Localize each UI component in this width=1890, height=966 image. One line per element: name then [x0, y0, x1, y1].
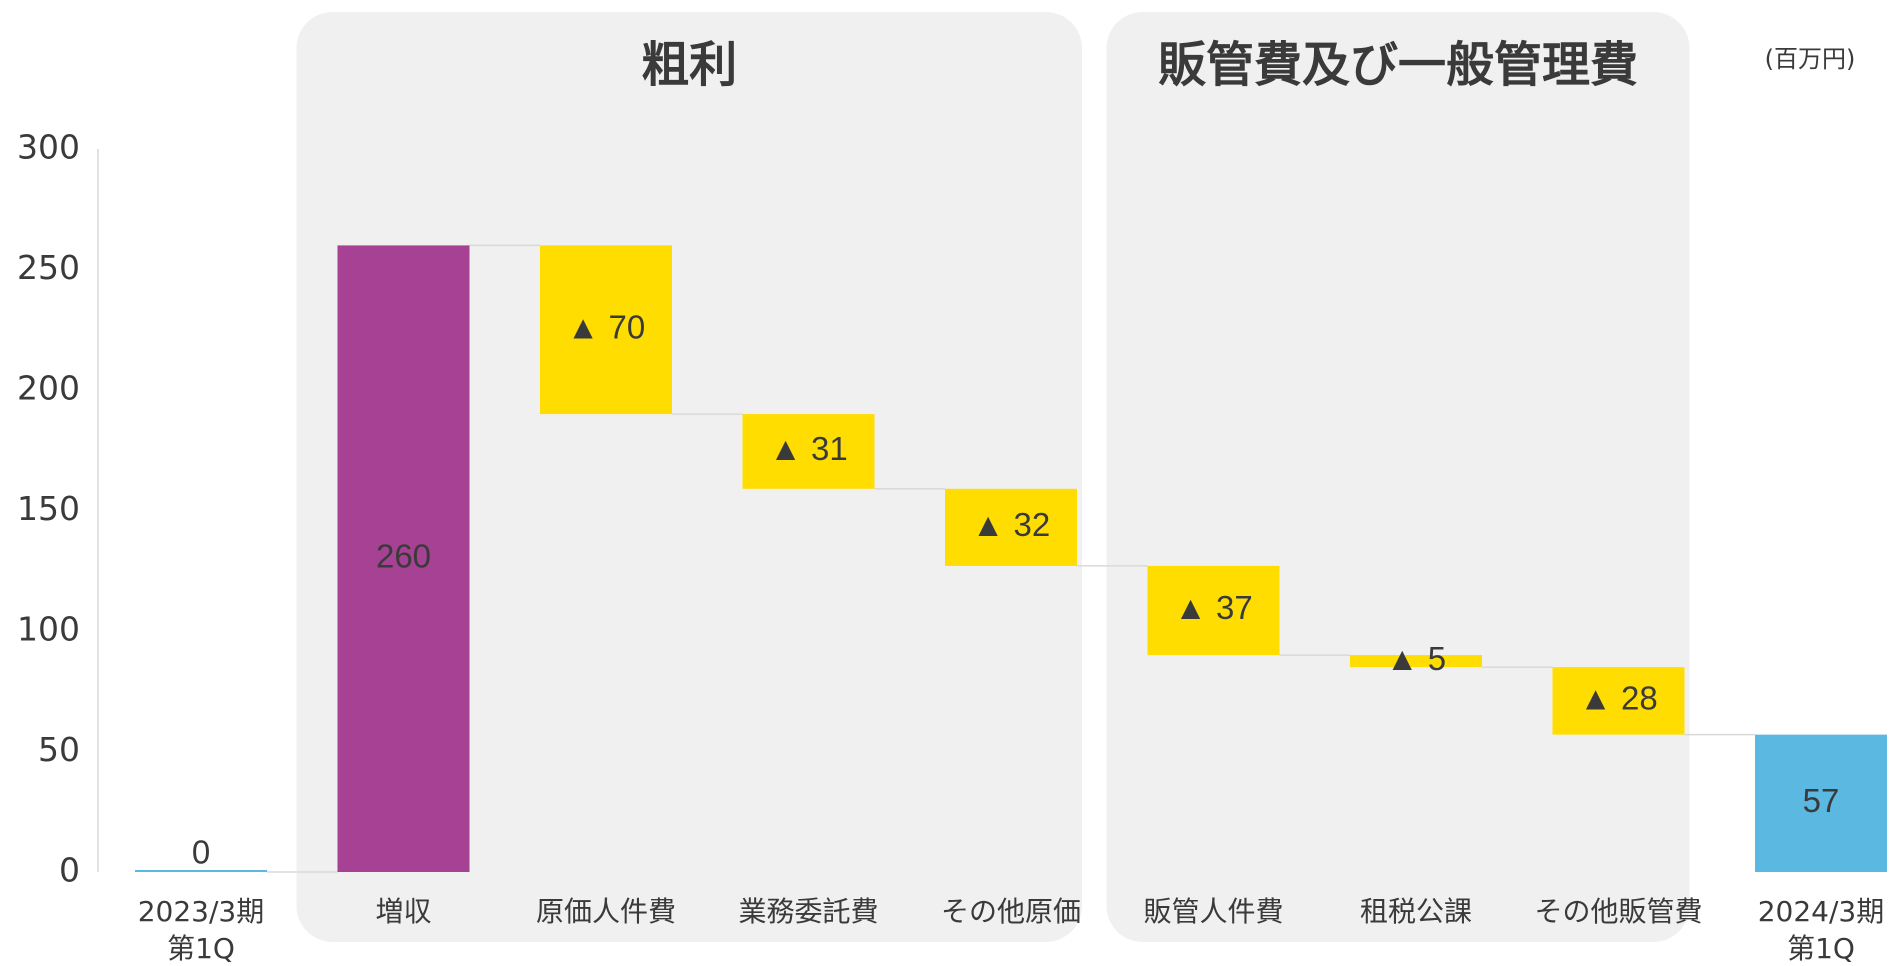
category-label-6: 販管人件費	[1143, 895, 1283, 928]
data-label-2: 260	[376, 537, 431, 574]
category-label-5: その他原価	[941, 895, 1081, 928]
y-tick-label: 50	[38, 730, 80, 769]
data-label-5: ▲ 32	[972, 506, 1051, 543]
bar-5	[945, 488, 1077, 566]
bar-7	[1350, 655, 1482, 668]
category-label-2: 増収	[375, 895, 431, 928]
data-label-4: ▲ 31	[769, 430, 848, 467]
y-tick-label: 300	[17, 128, 80, 167]
category-label-4: 業務委託費	[738, 895, 878, 928]
bar-6	[1147, 565, 1280, 656]
group-title-1: 粗利	[641, 37, 737, 93]
category-label-3: 原価人件費	[536, 895, 676, 928]
category-label-9: 2024/3期	[1758, 895, 1885, 928]
data-label-8: ▲ 28	[1579, 680, 1658, 717]
bar-3	[540, 245, 672, 415]
y-tick-label: 0	[59, 851, 80, 890]
data-label-6: ▲ 37	[1174, 589, 1253, 626]
bar-9	[1755, 734, 1887, 872]
category-label-1: 2023/3期	[138, 895, 265, 928]
group-panel-1	[296, 12, 1082, 942]
bar-2	[337, 245, 470, 872]
bar-8	[1552, 667, 1685, 735]
category-label-7: 租税公課	[1360, 895, 1472, 928]
y-tick-label: 200	[17, 369, 80, 408]
data-label-3: ▲ 70	[567, 308, 646, 345]
bar-1	[135, 870, 267, 872]
data-label-7: ▲ 5	[1386, 640, 1446, 677]
y-tick-label: 250	[17, 248, 80, 287]
y-tick-label: 100	[17, 610, 80, 649]
group-panel-2	[1106, 12, 1690, 942]
category-label-9: 第1Q	[1787, 932, 1855, 965]
unit-label: (百万円)	[1765, 45, 1856, 73]
bar-4	[742, 414, 875, 489]
category-label-1: 第1Q	[167, 932, 235, 965]
data-label-9: 57	[1803, 782, 1840, 819]
category-label-8: その他販管費	[1534, 895, 1702, 928]
group-title-2: 販管費及び一般管理費	[1158, 37, 1638, 93]
data-label-1: 0	[192, 834, 210, 871]
y-tick-label: 150	[17, 489, 80, 528]
